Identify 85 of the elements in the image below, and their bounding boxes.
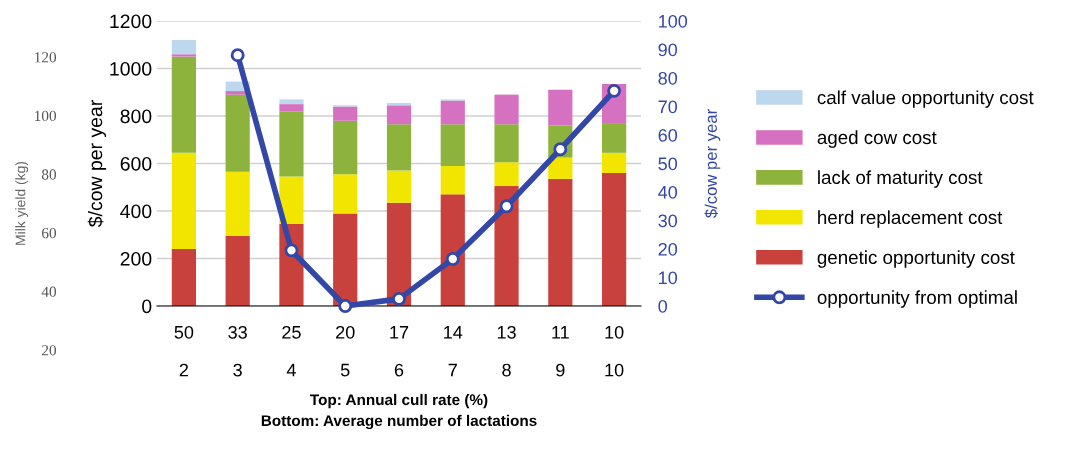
bar: [333, 120, 358, 175]
point: [607, 83, 622, 98]
legend-label: calf value opportunity cost: [817, 90, 1034, 108]
point: [445, 252, 460, 266]
bar: [440, 100, 465, 125]
y3-axis-title: Milk yield (kg): [15, 161, 29, 245]
bar: [171, 249, 196, 306]
y3-tick-label: 100: [35, 110, 57, 122]
y3-tick-label: 60: [41, 227, 57, 239]
category-label: 33 3: [228, 325, 247, 377]
bar: [440, 165, 465, 195]
legend-label: lack of maturity cost: [818, 170, 983, 188]
y-tick-label: 600: [120, 156, 152, 171]
category-label: 20 5: [336, 325, 355, 377]
y3-tick-label: 20: [42, 345, 57, 356]
bar: [333, 106, 358, 121]
legend-label: opportunity from optimal: [817, 290, 1017, 308]
y2-tick-label: 100: [659, 14, 688, 28]
y2-tick-label: 20: [658, 242, 678, 256]
bar: [225, 235, 250, 306]
y2-tick-label: 60: [658, 128, 678, 142]
point: [230, 48, 245, 63]
y-tick-label: 1000: [110, 61, 152, 76]
bar: [171, 40, 196, 55]
bar: [279, 104, 304, 112]
y2-tick-label: 10: [659, 271, 678, 285]
category-label: 25 4: [282, 325, 301, 377]
bar: [171, 54, 196, 57]
bar: [333, 174, 358, 214]
y3-tick-label: 120: [35, 52, 57, 63]
bar: [171, 152, 196, 249]
bar: [225, 94, 250, 172]
y2-tick-label: 90: [658, 43, 678, 57]
legend-label: genetic opportunity cost: [817, 250, 1015, 268]
category-label: 14 7: [444, 326, 463, 377]
y-axis-title: $/cow per year: [87, 100, 107, 228]
point: [553, 142, 568, 157]
y3-tick-label: 80: [41, 169, 57, 180]
x-axis-title: Top: Annual cull rate (%) Bottom: Average number of lactations: [261, 393, 537, 430]
legend-label: aged cow cost: [817, 130, 937, 148]
bar: [494, 94, 519, 125]
y2-tick-label: 70: [658, 100, 678, 114]
bar: [440, 194, 465, 306]
y3-tick-label: 40: [41, 286, 57, 297]
bar: [494, 162, 519, 187]
legend-label: herd replacement cost: [818, 210, 1003, 228]
bar: [494, 124, 519, 163]
bar: [386, 170, 412, 203]
bar: [279, 99, 304, 105]
point: [338, 299, 353, 313]
point: [392, 291, 406, 306]
y2-tick-label: 0: [658, 299, 667, 313]
bar: [333, 213, 358, 306]
bar: [548, 178, 573, 306]
y-tick-label: 800: [120, 109, 152, 124]
bar: [602, 152, 627, 173]
y-tick-label: 0: [142, 299, 152, 314]
bar: [494, 186, 519, 306]
bar: [602, 123, 627, 153]
category-label: 50 2: [174, 325, 194, 377]
y2-tick-label: 50: [658, 157, 678, 171]
category-label: 11 9: [552, 326, 569, 377]
y2-tick-label: 30: [658, 214, 678, 228]
bar: [171, 56, 196, 153]
bar: [386, 105, 412, 125]
bar: [279, 176, 304, 225]
bar: [602, 173, 627, 306]
category-label: 13 8: [497, 325, 516, 377]
category-label: 17 6: [390, 326, 409, 377]
y2-tick-label: 80: [658, 71, 678, 85]
y2-axis-title: $/cow per year: [704, 109, 721, 218]
y-tick-label: 400: [120, 204, 152, 219]
bar: [440, 124, 465, 166]
y-tick-label: 1200: [110, 14, 152, 29]
point: [284, 243, 299, 258]
bar: [386, 202, 412, 306]
bar: [548, 157, 573, 179]
point: [499, 199, 514, 214]
y2-tick-label: 40: [658, 185, 678, 199]
bar: [548, 89, 573, 126]
y-tick-label: 200: [120, 251, 152, 266]
bar: [225, 171, 250, 236]
bar: [386, 124, 412, 171]
bar: [279, 111, 304, 177]
category-label: 10 10: [605, 325, 624, 377]
